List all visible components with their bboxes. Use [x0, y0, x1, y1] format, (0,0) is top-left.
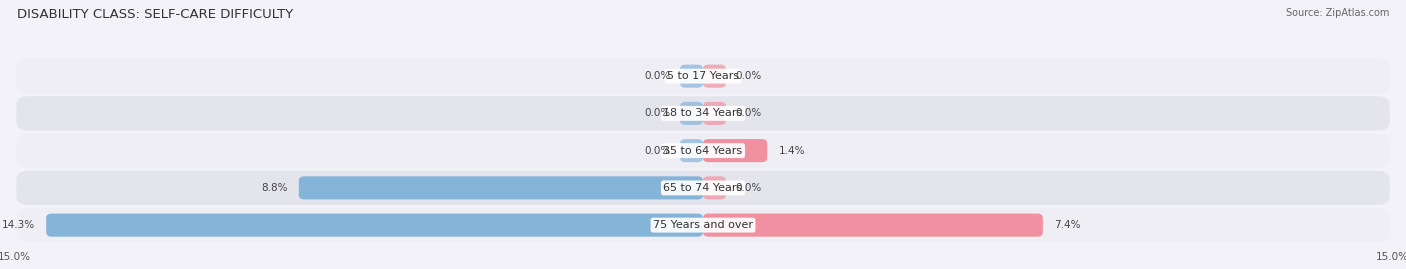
FancyBboxPatch shape: [681, 139, 703, 162]
Text: 75 Years and over: 75 Years and over: [652, 220, 754, 230]
FancyBboxPatch shape: [17, 59, 1389, 93]
FancyBboxPatch shape: [17, 96, 1389, 130]
Text: 0.0%: 0.0%: [735, 71, 762, 81]
Text: 0.0%: 0.0%: [644, 108, 671, 118]
FancyBboxPatch shape: [703, 65, 725, 88]
Text: 1.4%: 1.4%: [779, 146, 806, 156]
Text: 5 to 17 Years: 5 to 17 Years: [666, 71, 740, 81]
Text: Source: ZipAtlas.com: Source: ZipAtlas.com: [1285, 8, 1389, 18]
FancyBboxPatch shape: [703, 176, 725, 199]
Text: 7.4%: 7.4%: [1054, 220, 1081, 230]
Text: 65 to 74 Years: 65 to 74 Years: [664, 183, 742, 193]
FancyBboxPatch shape: [703, 139, 768, 162]
Text: 0.0%: 0.0%: [735, 108, 762, 118]
FancyBboxPatch shape: [17, 208, 1389, 242]
Text: 35 to 64 Years: 35 to 64 Years: [664, 146, 742, 156]
Text: 14.3%: 14.3%: [1, 220, 35, 230]
FancyBboxPatch shape: [17, 171, 1389, 205]
FancyBboxPatch shape: [46, 214, 703, 237]
Text: 0.0%: 0.0%: [644, 71, 671, 81]
Text: DISABILITY CLASS: SELF-CARE DIFFICULTY: DISABILITY CLASS: SELF-CARE DIFFICULTY: [17, 8, 292, 21]
FancyBboxPatch shape: [681, 65, 703, 88]
Text: 0.0%: 0.0%: [644, 146, 671, 156]
Text: 18 to 34 Years: 18 to 34 Years: [664, 108, 742, 118]
FancyBboxPatch shape: [17, 133, 1389, 168]
FancyBboxPatch shape: [681, 102, 703, 125]
Text: 8.8%: 8.8%: [262, 183, 287, 193]
FancyBboxPatch shape: [703, 102, 725, 125]
Text: 0.0%: 0.0%: [735, 183, 762, 193]
FancyBboxPatch shape: [703, 214, 1043, 237]
FancyBboxPatch shape: [299, 176, 703, 199]
